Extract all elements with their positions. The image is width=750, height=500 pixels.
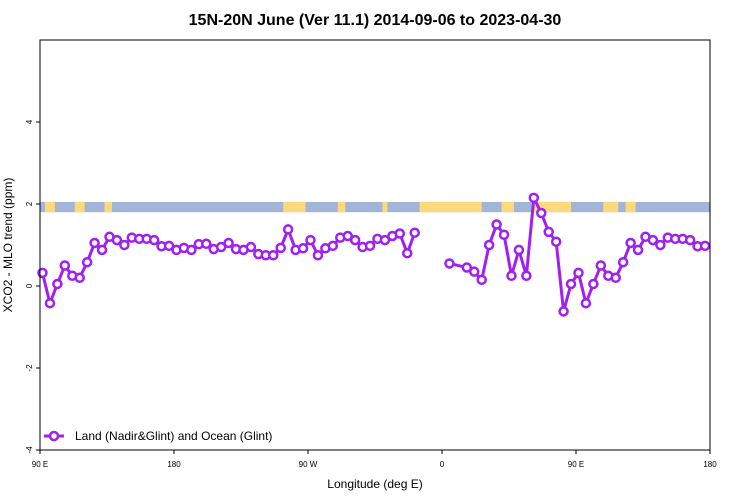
y-tick-label: -4 [25, 446, 34, 454]
land-segment [625, 201, 636, 213]
data-point [312, 250, 324, 261]
data-point [81, 256, 93, 268]
data-point [223, 237, 234, 249]
x-tick-label: 90 E [32, 460, 48, 469]
x-tick-label: 90 W [299, 460, 318, 469]
land-segment [531, 201, 572, 213]
data-point [245, 241, 257, 253]
data-point [297, 243, 309, 254]
land-ocean-band [40, 201, 710, 213]
plot-frame [39, 39, 711, 451]
data-point [394, 228, 406, 239]
x-axis-label: Longitude (deg E) [327, 477, 422, 491]
data-point [282, 224, 294, 235]
x-axis: 90 E 180 90 W 0 90 E 180 [32, 450, 717, 469]
y-tick-label: 4 [25, 119, 34, 124]
land-segment [44, 201, 55, 213]
series-line [449, 196, 706, 313]
data-point [52, 278, 63, 290]
land-segment [104, 201, 112, 213]
data-point [476, 274, 487, 286]
land-segment [501, 201, 514, 213]
data-point [588, 278, 599, 290]
y-tick-label: -2 [25, 364, 34, 372]
data-point [59, 260, 71, 271]
data-point [148, 234, 160, 246]
data-point [74, 272, 85, 284]
data-point [573, 267, 584, 279]
data-point [364, 240, 376, 252]
data-point [550, 236, 562, 247]
data-point [342, 230, 353, 242]
data-point [521, 270, 532, 281]
data-point [461, 262, 473, 273]
data-point [327, 240, 339, 252]
data-point [409, 227, 420, 238]
y-tick-label: 0 [25, 283, 34, 288]
data-point [379, 234, 391, 246]
data-point [655, 239, 666, 251]
data-point [186, 244, 197, 256]
ocean-band [40, 201, 710, 213]
land-segment [382, 201, 388, 213]
y-axis-label: XCO2 - MLO trend (ppm) [1, 178, 15, 313]
data-point [632, 244, 644, 256]
data-point [444, 258, 455, 269]
data-point [617, 256, 629, 268]
data-point [469, 266, 480, 277]
series-layer [37, 192, 711, 317]
data-point [275, 242, 286, 254]
data-point [625, 237, 636, 249]
land-segment [337, 201, 346, 213]
x-tick-label: 180 [703, 460, 717, 469]
data-point [558, 306, 569, 317]
land-segment [419, 201, 482, 213]
data-point [483, 239, 495, 251]
legend-label: Land (Nadir&Glint) and Ocean (Glint) [75, 429, 272, 443]
legend: Land (Nadir&Glint) and Ocean (Glint) [44, 429, 272, 443]
data-point [498, 229, 510, 240]
data-point [305, 234, 316, 246]
land-segment [283, 201, 306, 213]
data-point [647, 234, 659, 246]
chart-title: 15N-20N June (Ver 11.1) 2014-09-06 to 20… [189, 12, 562, 29]
x-tick-label: 90 E [568, 460, 584, 469]
x-tick-label: 180 [167, 460, 181, 469]
data-point [580, 297, 592, 309]
data-point [201, 238, 212, 250]
data-point [506, 270, 517, 281]
data-point [268, 250, 279, 261]
x-tick-label: 0 [440, 460, 445, 469]
data-point [513, 244, 525, 256]
data-point [565, 278, 577, 290]
data-point [528, 192, 540, 204]
y-tick-label: 2 [25, 201, 34, 206]
data-point [402, 247, 413, 259]
data-point [349, 234, 361, 246]
data-point [543, 226, 554, 238]
land-segment [603, 201, 619, 213]
data-point [111, 234, 123, 246]
land-segment [74, 201, 85, 213]
data-point [699, 240, 711, 252]
data-point [163, 240, 175, 252]
data-point [610, 272, 621, 284]
data-point [491, 219, 502, 230]
data-point [536, 207, 547, 219]
data-point [684, 234, 696, 246]
data-point [96, 244, 108, 256]
data-point [215, 241, 227, 253]
data-point [89, 237, 100, 249]
y-axis: -4 -2 0 2 4 [25, 119, 40, 454]
legend-marker [48, 430, 60, 442]
data-point [119, 239, 130, 251]
data-point [44, 297, 56, 309]
data-point [595, 260, 607, 271]
